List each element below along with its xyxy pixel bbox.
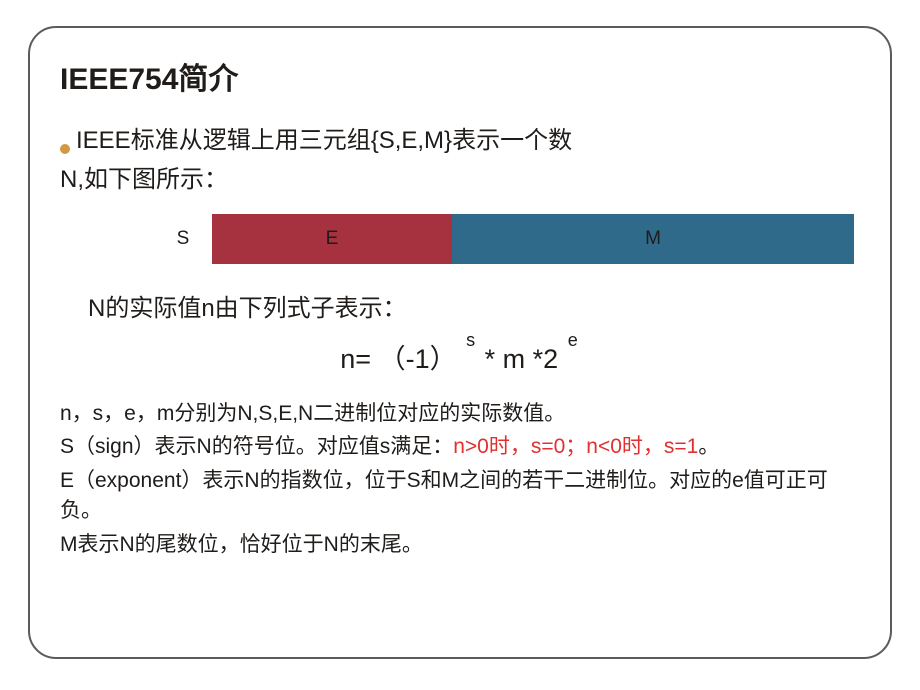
description-block: n，s，e，m分别为N,S,E,N二进制位对应的实际数值。 S（sign）表示N… xyxy=(60,399,860,560)
desc-line-2: S（sign）表示N的符号位。对应值s满足：n>0时，s=0；n<0时，s=1。 xyxy=(60,432,860,462)
desc-l2b-red: n>0时，s=0；n<0时，s=1 xyxy=(453,435,698,458)
sem-m-label: M xyxy=(645,228,661,250)
sem-e-label: E xyxy=(326,228,339,250)
formula-mid: * m *2 xyxy=(485,344,559,375)
slide: IEEE754简介 IEEE标准从逻辑上用三元组{S,E,M}表示一个数 N,如… xyxy=(0,0,920,690)
desc-l2a: S（sign）表示N的符号位。对应值s满足： xyxy=(60,435,453,458)
desc-line-4: M表示N的尾数位，恰好位于N的末尾。 xyxy=(60,530,860,560)
intro-line: N的实际值n由下列式子表示： xyxy=(88,288,860,323)
formula-sup-e: e xyxy=(568,330,578,350)
sem-diagram: S E M xyxy=(154,214,854,264)
sem-s-label: S xyxy=(154,228,212,250)
sem-m-box: M xyxy=(452,214,854,264)
bullet-dot-icon xyxy=(60,144,70,154)
sem-e-box: E xyxy=(212,214,452,264)
bullet-line2: N,如下图所示： xyxy=(60,159,860,194)
desc-l2c: 。 xyxy=(698,435,719,458)
bullet-block: IEEE标准从逻辑上用三元组{S,E,M}表示一个数 N,如下图所示： xyxy=(60,120,860,194)
formula: n= （-1） s * m *2 e xyxy=(60,337,860,381)
formula-pre: n= xyxy=(340,344,371,375)
slide-title: IEEE754简介 xyxy=(60,54,860,98)
bullet-line1: IEEE标准从逻辑上用三元组{S,E,M}表示一个数 xyxy=(76,120,572,155)
formula-neg: （-1） xyxy=(379,337,457,376)
slide-card: IEEE754简介 IEEE标准从逻辑上用三元组{S,E,M}表示一个数 N,如… xyxy=(28,26,892,659)
desc-line-3: E（exponent）表示N的指数位，位于S和M之间的若干二进制位。对应的e值可… xyxy=(60,466,860,527)
desc-line-1: n，s，e，m分别为N,S,E,N二进制位对应的实际数值。 xyxy=(60,399,860,429)
formula-sup-s: s xyxy=(466,330,475,350)
bullet-row: IEEE标准从逻辑上用三元组{S,E,M}表示一个数 xyxy=(60,120,860,155)
